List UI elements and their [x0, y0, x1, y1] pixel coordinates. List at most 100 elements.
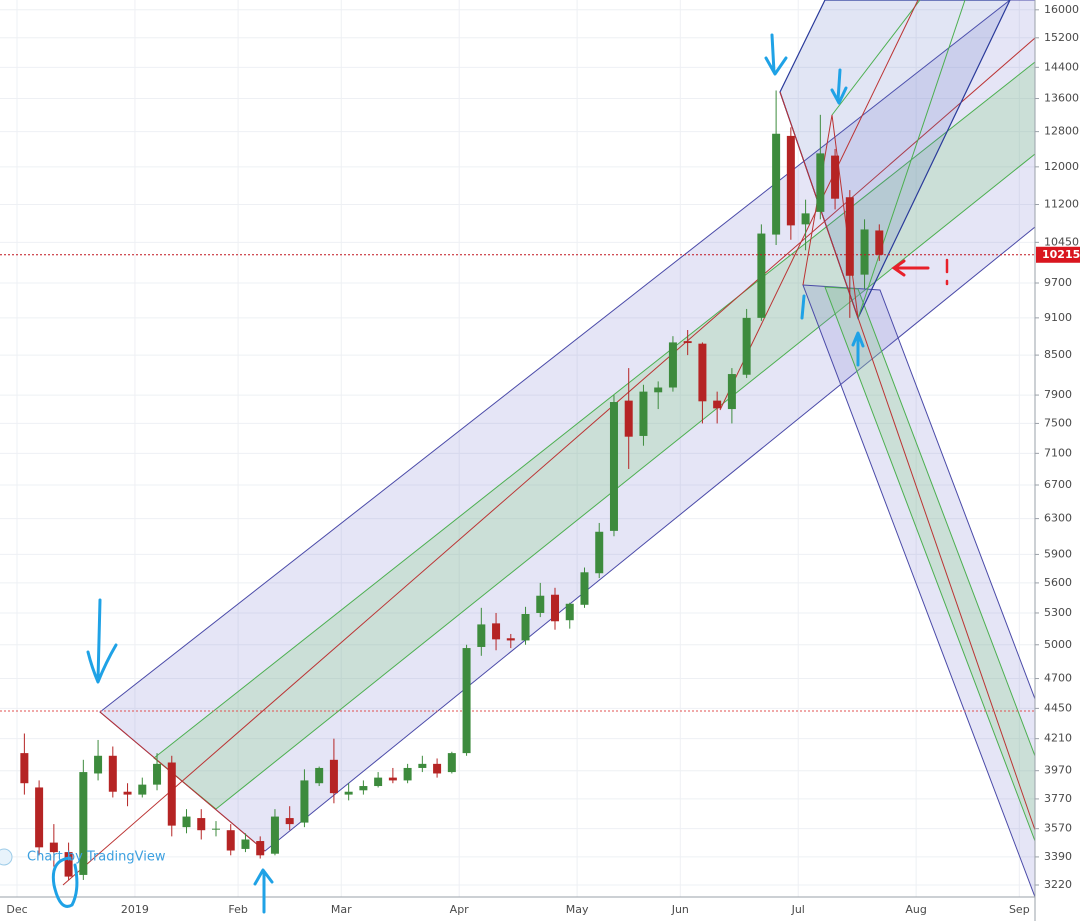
watermark: Chart by TradingView	[27, 850, 166, 865]
candle-body	[801, 213, 810, 225]
arrow-up	[851, 331, 865, 367]
y-tick-label: 6700	[1044, 478, 1072, 491]
x-tick-label: Apr	[450, 903, 470, 916]
y-tick-label: 7500	[1044, 416, 1072, 429]
candle-body	[477, 624, 486, 647]
y-tick-label: 12800	[1044, 125, 1079, 138]
price-axis	[1035, 0, 1080, 921]
y-tick-label: 5000	[1044, 638, 1072, 651]
y-tick-label: 14400	[1044, 60, 1079, 73]
candle-body	[359, 786, 368, 791]
y-tick-label: 13600	[1044, 92, 1079, 105]
y-tick-label: 5900	[1044, 547, 1072, 560]
circle-mark	[51, 856, 79, 908]
candle-body	[831, 155, 840, 199]
candle-body	[713, 400, 722, 409]
y-tick-label: 12000	[1044, 160, 1079, 173]
candle-body	[654, 387, 663, 393]
candle-body	[94, 755, 103, 774]
x-tick-label: Jun	[671, 903, 689, 916]
y-tick-label: 4700	[1044, 672, 1072, 685]
arrow-down	[764, 33, 788, 76]
median-line	[62, 37, 1036, 886]
candle-body	[79, 772, 88, 875]
y-tick-label: 11200	[1044, 198, 1079, 211]
candle-body	[256, 841, 265, 856]
red-arrow	[891, 259, 930, 277]
watermark-icon	[0, 848, 13, 866]
handle-line	[99, 711, 266, 852]
y-tick-label: 8500	[1044, 348, 1072, 361]
candle-body	[492, 623, 501, 640]
y-tick-label: 5600	[1044, 576, 1072, 589]
candle-body	[580, 572, 589, 605]
y-tick-label: 6300	[1044, 512, 1072, 525]
y-tick-label: 7900	[1044, 388, 1072, 401]
y-tick-label: 3390	[1044, 850, 1072, 863]
grid	[0, 0, 1035, 897]
x-tick-label: Mar	[331, 903, 352, 916]
fork-line	[857, 0, 966, 319]
y-tick-label: 3770	[1044, 792, 1072, 805]
candle-body	[462, 648, 471, 754]
candle-body	[374, 777, 383, 787]
candle-body	[845, 197, 854, 276]
x-tick-label: Sep	[1009, 903, 1030, 916]
candle-body	[668, 342, 677, 388]
candle-body	[757, 233, 766, 318]
candle-body	[624, 400, 633, 437]
y-tick-label: 4210	[1044, 732, 1072, 745]
candle-body	[447, 753, 456, 773]
candle-body	[344, 791, 353, 795]
candle-body	[329, 759, 338, 794]
candle-body	[285, 818, 294, 825]
candle-body	[536, 595, 545, 613]
candle-body	[138, 784, 147, 795]
y-tick-label: 3570	[1044, 822, 1072, 835]
y-tick-label: 5300	[1044, 606, 1072, 619]
candle-body	[772, 133, 781, 235]
candle-body	[182, 816, 191, 828]
candle-body	[786, 135, 795, 226]
last-price-box	[1036, 246, 1080, 263]
candle-body	[167, 762, 176, 826]
candle-body	[197, 818, 206, 831]
candle-body	[20, 753, 29, 784]
candle-body	[211, 828, 220, 830]
x-tick-label: 2019	[121, 903, 149, 916]
arrow-down	[86, 598, 118, 684]
candle-body	[108, 755, 117, 792]
candle-body	[742, 317, 751, 375]
candle-body	[595, 531, 604, 574]
x-tick-label: Dec	[6, 903, 27, 916]
y-tick-label: 9100	[1044, 311, 1072, 324]
candle-body	[860, 229, 869, 275]
candle-body	[35, 787, 44, 848]
axis-labels: 16000 15200 14400 13600 12800 12000 11200 10450…	[6, 3, 1079, 916]
x-tick-label: Jul	[791, 903, 805, 916]
candle-body	[698, 343, 707, 402]
hand-drawing	[51, 33, 949, 914]
candle-body	[683, 341, 692, 344]
candle-body	[388, 777, 397, 781]
candle-body	[241, 839, 250, 849]
arrow-up	[253, 868, 274, 914]
candle-body	[315, 767, 324, 784]
candle-body	[816, 153, 825, 212]
y-tick-label: 3970	[1044, 764, 1072, 777]
candle-body	[551, 594, 560, 622]
candle-body	[433, 763, 442, 774]
y-tick-label: 9700	[1044, 276, 1072, 289]
y-tick-label: 10450	[1044, 235, 1079, 248]
y-tick-label: 7100	[1044, 446, 1072, 459]
candle-body	[270, 816, 279, 854]
candle-body	[123, 791, 132, 795]
candle-body	[521, 613, 530, 641]
x-tick-label: May	[566, 903, 589, 916]
candle-body	[300, 780, 309, 823]
y-tick-label: 3220	[1044, 878, 1072, 891]
fork-line	[831, 0, 921, 116]
candles	[0, 90, 1035, 880]
candle-body	[875, 230, 884, 255]
